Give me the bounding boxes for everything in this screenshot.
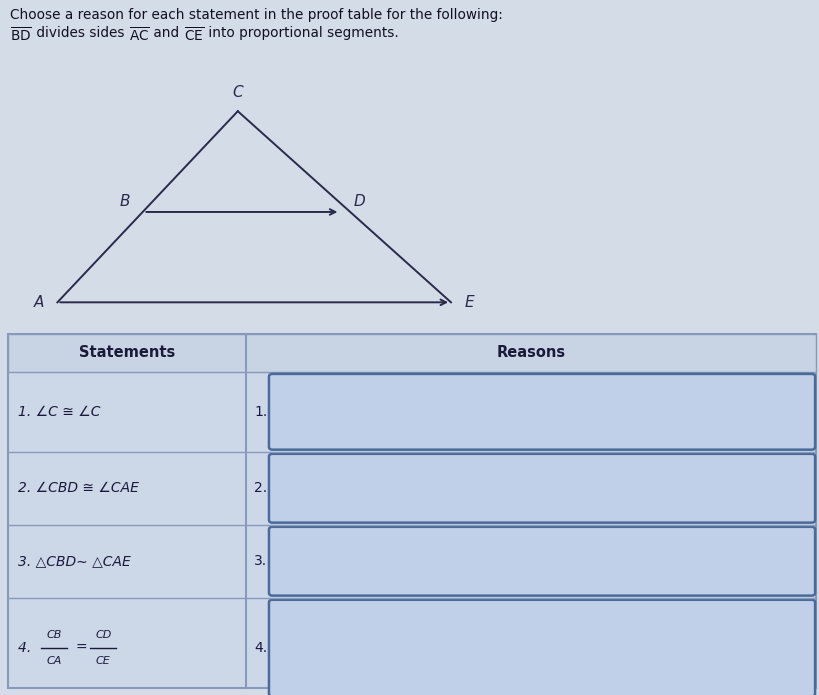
Text: B: B bbox=[120, 193, 130, 208]
Text: E: E bbox=[464, 295, 473, 310]
Text: Choose a reason for each statement in the proof table for the following:: Choose a reason for each statement in th… bbox=[10, 8, 502, 22]
Text: A: A bbox=[34, 295, 44, 310]
Text: C: C bbox=[233, 85, 242, 100]
Text: $\overline{\rm BD}$: $\overline{\rm BD}$ bbox=[10, 26, 32, 44]
Bar bbox=[8, 334, 815, 372]
Text: 2.: 2. bbox=[254, 481, 267, 496]
Text: $\overline{\rm AC}$: $\overline{\rm AC}$ bbox=[129, 26, 149, 44]
Text: =: = bbox=[75, 641, 87, 655]
Text: CA: CA bbox=[47, 655, 61, 666]
Text: CE: CE bbox=[96, 655, 111, 666]
Text: Reflexive Property: Reflexive Property bbox=[481, 555, 602, 568]
Text: CB: CB bbox=[47, 630, 61, 641]
Text: 3.: 3. bbox=[254, 554, 267, 569]
Text: 3. △CBD∼ △CAE: 3. △CBD∼ △CAE bbox=[18, 554, 131, 569]
Text: divides sides: divides sides bbox=[32, 26, 129, 40]
FancyBboxPatch shape bbox=[269, 600, 814, 695]
Text: CD: CD bbox=[95, 630, 111, 641]
Text: D: D bbox=[353, 193, 364, 208]
Text: Corresponding side lengths of similar triangles are proportional.: Corresponding side lengths of similar tr… bbox=[329, 405, 753, 418]
Text: and: and bbox=[149, 26, 183, 40]
Bar bbox=[8, 334, 815, 688]
Text: AA−: AA− bbox=[527, 482, 556, 495]
Text: 2. ∠CBD ≅ ∠CAE: 2. ∠CBD ≅ ∠CAE bbox=[18, 481, 138, 496]
Text: Reasons: Reasons bbox=[495, 345, 565, 360]
Text: 4.: 4. bbox=[18, 641, 40, 655]
Text: 1. ∠C ≅ ∠C: 1. ∠C ≅ ∠C bbox=[18, 404, 101, 419]
Text: 4.: 4. bbox=[254, 641, 267, 655]
FancyBboxPatch shape bbox=[269, 374, 814, 450]
Text: into proportional segments.: into proportional segments. bbox=[204, 26, 398, 40]
Text: If parallel lines are cut by a transversal, the corresponding angles are
congrue: If parallel lines are cut by a transvers… bbox=[309, 633, 774, 663]
FancyBboxPatch shape bbox=[269, 527, 814, 596]
Text: Statements: Statements bbox=[79, 345, 175, 360]
FancyBboxPatch shape bbox=[269, 454, 814, 523]
Text: $\overline{\rm CE}$: $\overline{\rm CE}$ bbox=[183, 26, 204, 44]
Text: 1.: 1. bbox=[254, 404, 267, 419]
